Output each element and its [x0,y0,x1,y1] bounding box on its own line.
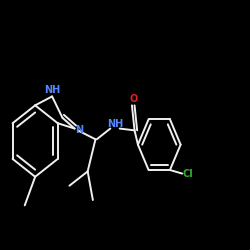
Text: NH: NH [44,85,60,95]
Text: O: O [129,94,137,104]
Text: Cl: Cl [182,168,193,178]
Text: NH: NH [107,118,123,128]
Text: N: N [75,125,84,135]
